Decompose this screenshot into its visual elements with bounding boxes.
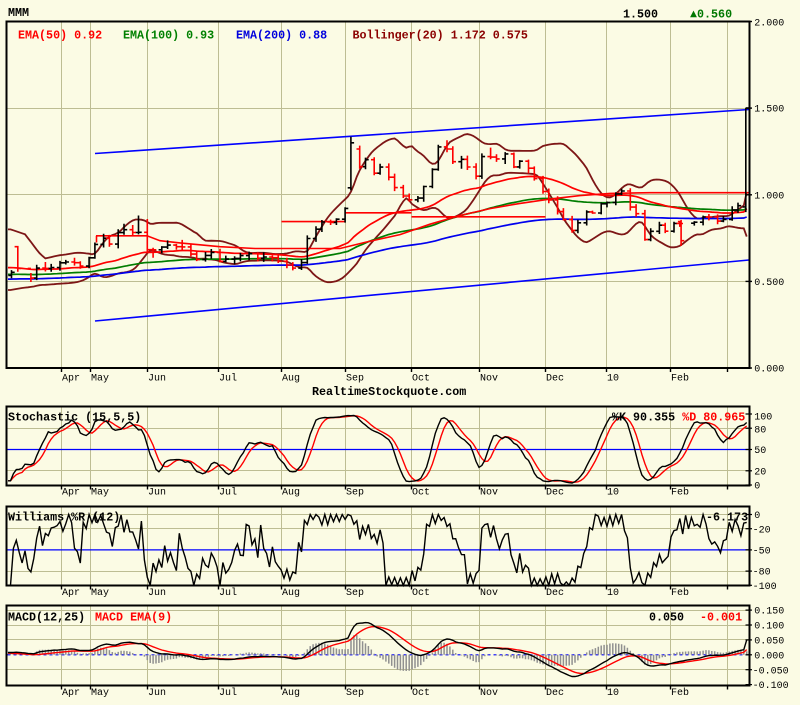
svg-text:Jul: Jul bbox=[219, 587, 237, 599]
svg-text:50: 50 bbox=[754, 446, 766, 457]
svg-text:Nov: Nov bbox=[480, 374, 498, 385]
svg-text:Aug: Aug bbox=[282, 588, 300, 599]
svg-text:MACD(12,25): MACD(12,25) bbox=[8, 611, 85, 625]
svg-text:10: 10 bbox=[607, 374, 619, 385]
svg-text:Aug: Aug bbox=[282, 488, 300, 499]
svg-text:0.000: 0.000 bbox=[754, 651, 784, 662]
svg-text:1.000: 1.000 bbox=[754, 191, 784, 202]
svg-text:Dec: Dec bbox=[546, 588, 564, 599]
svg-text:EMA(100) 0.93: EMA(100) 0.93 bbox=[123, 29, 214, 43]
svg-text:-0.100: -0.100 bbox=[753, 681, 789, 692]
svg-text:Sep: Sep bbox=[346, 588, 364, 599]
svg-text:Apr: Apr bbox=[62, 688, 80, 699]
svg-text:Jun: Jun bbox=[148, 374, 166, 385]
svg-text:-80: -80 bbox=[753, 568, 771, 579]
svg-text:EMA(50) 0.92: EMA(50) 0.92 bbox=[18, 29, 102, 43]
svg-text:10: 10 bbox=[607, 688, 619, 699]
svg-text:0.100: 0.100 bbox=[754, 622, 784, 633]
svg-text:-100: -100 bbox=[753, 582, 777, 593]
svg-text:Oct: Oct bbox=[412, 688, 430, 699]
svg-text:0: 0 bbox=[754, 482, 760, 493]
svg-text:1.500: 1.500 bbox=[754, 105, 784, 116]
svg-text:Jun: Jun bbox=[148, 588, 166, 599]
svg-text:Nov: Nov bbox=[480, 688, 498, 699]
svg-text:May: May bbox=[91, 588, 109, 599]
svg-text:Feb: Feb bbox=[671, 587, 689, 599]
svg-text:Jun: Jun bbox=[148, 488, 166, 499]
svg-text:%D 80.965: %D 80.965 bbox=[682, 411, 745, 425]
svg-text:0.000: 0.000 bbox=[754, 365, 784, 376]
svg-text:10: 10 bbox=[607, 488, 619, 499]
svg-text:Oct: Oct bbox=[412, 488, 430, 499]
svg-text:MACD EMA(9): MACD EMA(9) bbox=[95, 611, 172, 625]
svg-text:Oct: Oct bbox=[412, 588, 430, 599]
svg-text:Dec: Dec bbox=[546, 374, 564, 385]
svg-text:Feb: Feb bbox=[671, 373, 689, 385]
svg-text:Jul: Jul bbox=[219, 687, 237, 699]
svg-text:-20: -20 bbox=[753, 525, 771, 536]
svg-text:Sep: Sep bbox=[346, 374, 364, 385]
svg-text:-0.001: -0.001 bbox=[700, 611, 742, 625]
svg-text:80: 80 bbox=[754, 426, 766, 437]
svg-text:Jun: Jun bbox=[148, 688, 166, 699]
svg-text:May: May bbox=[91, 374, 109, 385]
svg-text:0: 0 bbox=[754, 511, 760, 522]
svg-text:Stochastic (15,5,5): Stochastic (15,5,5) bbox=[8, 411, 141, 425]
svg-text:100: 100 bbox=[754, 413, 772, 424]
svg-text:▲0.560: ▲0.560 bbox=[690, 8, 732, 22]
svg-text:Dec: Dec bbox=[546, 688, 564, 699]
svg-text:Aug: Aug bbox=[282, 374, 300, 385]
svg-text:EMA(200) 0.88: EMA(200) 0.88 bbox=[236, 29, 327, 43]
svg-text:May: May bbox=[91, 488, 109, 499]
svg-text:Bollinger(20) 1.172 0.575: Bollinger(20) 1.172 0.575 bbox=[353, 29, 528, 43]
svg-text:0.500: 0.500 bbox=[754, 278, 784, 289]
svg-text:0.150: 0.150 bbox=[754, 607, 784, 618]
svg-text:%K 90.355: %K 90.355 bbox=[612, 411, 675, 425]
svg-text:Aug: Aug bbox=[282, 688, 300, 699]
svg-text:10: 10 bbox=[607, 588, 619, 599]
svg-text:Sep: Sep bbox=[346, 488, 364, 499]
svg-text:Apr: Apr bbox=[62, 374, 80, 385]
svg-text:Apr: Apr bbox=[62, 588, 80, 599]
svg-text:20: 20 bbox=[754, 467, 766, 478]
svg-text:-50: -50 bbox=[753, 547, 771, 558]
svg-text:2.000: 2.000 bbox=[754, 19, 784, 30]
svg-text:1.500: 1.500 bbox=[623, 8, 658, 22]
svg-text:Oct: Oct bbox=[412, 374, 430, 385]
svg-text:May: May bbox=[91, 688, 109, 699]
svg-text:-6.173: -6.173 bbox=[706, 511, 748, 525]
svg-text:Dec: Dec bbox=[546, 488, 564, 499]
svg-text:RealtimeStockquote.com: RealtimeStockquote.com bbox=[312, 385, 466, 399]
svg-text:Feb: Feb bbox=[671, 487, 689, 499]
svg-text:Sep: Sep bbox=[346, 688, 364, 699]
svg-text:Jul: Jul bbox=[219, 487, 237, 499]
svg-text:Williams %R (12): Williams %R (12) bbox=[8, 511, 120, 525]
svg-text:Jul: Jul bbox=[219, 373, 237, 385]
svg-text:0.050: 0.050 bbox=[649, 611, 684, 625]
svg-text:-0.050: -0.050 bbox=[753, 666, 789, 677]
svg-text:Nov: Nov bbox=[480, 488, 498, 499]
svg-text:Apr: Apr bbox=[62, 488, 80, 499]
svg-text:Nov: Nov bbox=[480, 588, 498, 599]
svg-text:MMM: MMM bbox=[8, 6, 29, 20]
svg-text:Feb: Feb bbox=[671, 687, 689, 699]
svg-text:0.050: 0.050 bbox=[754, 637, 784, 648]
